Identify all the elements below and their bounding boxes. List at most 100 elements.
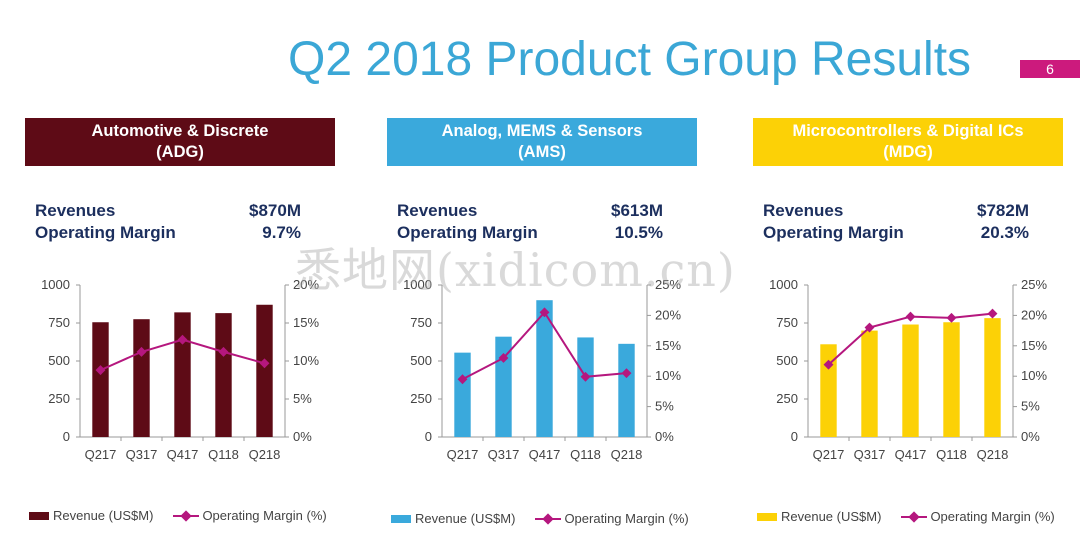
y2-tick-label: 25% xyxy=(1021,277,1047,292)
x-tick-label: Q417 xyxy=(529,447,561,462)
revenues-label: Revenues xyxy=(763,201,844,220)
panel-header-code: (ADG) xyxy=(156,143,204,161)
y2-tick-label: 10% xyxy=(293,353,319,368)
revenue-bar xyxy=(618,343,635,437)
revenue-bar xyxy=(577,337,594,437)
revenue-bar xyxy=(861,330,878,437)
revenues-value: $613M xyxy=(611,201,663,220)
y2-tick-label: 5% xyxy=(1021,399,1040,414)
margin-line-swatch xyxy=(535,515,562,523)
x-tick-label: Q317 xyxy=(854,447,886,462)
operating-margin-point xyxy=(905,311,916,322)
revenue-bar xyxy=(820,344,837,437)
legend-item-revenue: Revenue (US$M) xyxy=(29,508,153,523)
x-tick-label: Q317 xyxy=(126,447,158,462)
revenues-row: Revenues $782M xyxy=(753,200,1063,222)
y-tick-label: 750 xyxy=(410,315,432,330)
panel-header: Microcontrollers & Digital ICs (MDG) xyxy=(753,118,1063,166)
y2-tick-label: 5% xyxy=(293,391,312,406)
y-tick-label: 500 xyxy=(776,353,798,368)
revenues-value: $870M xyxy=(249,201,301,220)
legend-margin-label: Operating Margin (%) xyxy=(930,509,1055,524)
operating-margin-point xyxy=(621,368,632,379)
margin-value: 9.7% xyxy=(262,223,301,242)
y2-tick-label: 20% xyxy=(655,307,681,322)
revenue-bar xyxy=(256,304,273,437)
revenue-bar xyxy=(215,313,232,437)
panel-header-code: (AMS) xyxy=(518,143,566,161)
legend-item-margin: Operating Margin (%) xyxy=(515,511,689,526)
operating-margin-point xyxy=(823,359,834,370)
operating-margin-point xyxy=(987,308,998,319)
revenue-bar xyxy=(902,324,919,437)
y2-tick-label: 15% xyxy=(293,315,319,330)
legend-item-margin: Operating Margin (%) xyxy=(153,508,327,523)
y2-tick-label: 25% xyxy=(655,277,681,292)
revenues-label: Revenues xyxy=(35,201,116,220)
metrics-block: Revenues $613M Operating Margin 10.5% xyxy=(387,200,697,244)
y-tick-label: 250 xyxy=(410,391,432,406)
metrics-block: Revenues $870M Operating Margin 9.7% xyxy=(25,200,335,244)
y-tick-label: 750 xyxy=(48,315,70,330)
revenue-swatch xyxy=(757,512,777,521)
y2-tick-label: 15% xyxy=(1021,338,1047,353)
revenues-value: $782M xyxy=(977,201,1029,220)
operating-margin-point xyxy=(864,322,875,333)
revenue-swatch xyxy=(29,511,49,520)
y-tick-label: 0 xyxy=(791,429,798,444)
x-tick-label: Q118 xyxy=(936,447,967,462)
legend-item-margin: Operating Margin (%) xyxy=(881,509,1055,524)
y2-tick-label: 0% xyxy=(655,429,674,444)
operating-margin-point xyxy=(136,346,147,357)
panel-ams: Analog, MEMS & Sensors (AMS) Revenues $6… xyxy=(387,118,697,526)
y2-tick-label: 20% xyxy=(293,277,319,292)
watermark: 悉地网(xidicom.cn) xyxy=(295,243,736,297)
x-tick-label: Q317 xyxy=(488,447,520,462)
legend-revenue-label: Revenue (US$M) xyxy=(781,509,882,524)
x-tick-label: Q118 xyxy=(208,447,239,462)
panel-mdg: Microcontrollers & Digital ICs (MDG) Rev… xyxy=(753,118,1063,524)
y2-tick-label: 0% xyxy=(293,429,312,444)
x-tick-label: Q417 xyxy=(167,447,199,462)
y2-tick-label: 10% xyxy=(655,368,681,383)
y-tick-label: 750 xyxy=(776,315,798,330)
legend-margin-label: Operating Margin (%) xyxy=(564,511,689,526)
y2-tick-label: 5% xyxy=(655,399,674,414)
margin-label: Operating Margin xyxy=(763,223,904,242)
revenue-swatch xyxy=(391,514,411,523)
revenue-bar xyxy=(92,322,109,437)
x-tick-label: Q218 xyxy=(611,447,643,462)
y-tick-label: 500 xyxy=(48,353,70,368)
panel-header-name: Microcontrollers & Digital ICs xyxy=(792,122,1024,140)
revenue-bar xyxy=(984,318,1001,437)
revenue-bar xyxy=(943,322,960,437)
y-tick-label: 0 xyxy=(425,429,432,444)
y-tick-label: 250 xyxy=(776,391,798,406)
margin-row: Operating Margin 10.5% xyxy=(387,222,697,244)
combo-chart: 0 250 500 750 1000 0% 5% 10% 15% 20% 25% Q217 Q317 Q4… xyxy=(769,277,1047,462)
chart-legend: Revenue (US$M) Operating Margin (%) xyxy=(391,511,689,526)
revenue-bar xyxy=(174,312,191,437)
operating-margin-point xyxy=(95,365,106,376)
revenue-bar xyxy=(495,336,512,437)
y-tick-label: 250 xyxy=(48,391,70,406)
margin-label: Operating Margin xyxy=(35,223,176,242)
y-tick-label: 0 xyxy=(63,429,70,444)
legend-item-revenue: Revenue (US$M) xyxy=(757,509,881,524)
legend-revenue-label: Revenue (US$M) xyxy=(415,511,516,526)
panel-adg: Automotive & Discrete (ADG) Revenues $87… xyxy=(25,118,335,523)
margin-value: 10.5% xyxy=(614,223,663,242)
y2-tick-label: 20% xyxy=(1021,307,1047,322)
margin-line-swatch xyxy=(901,513,928,521)
combo-chart: 0 250 500 750 1000 0% 5% 10% 15% 20% 25% Q217 Q317 Q4… xyxy=(403,277,681,462)
revenues-label: Revenues xyxy=(397,201,478,220)
revenue-bar xyxy=(536,300,553,437)
x-tick-label: Q118 xyxy=(570,447,601,462)
y2-tick-label: 15% xyxy=(655,338,681,353)
operating-margin-point xyxy=(580,371,591,382)
metrics-block: Revenues $782M Operating Margin 20.3% xyxy=(753,200,1063,244)
margin-value: 20.3% xyxy=(980,223,1029,242)
legend-margin-label: Operating Margin (%) xyxy=(202,508,327,523)
x-tick-label: Q217 xyxy=(813,447,845,462)
chart-legend: Revenue (US$M) Operating Margin (%) xyxy=(757,509,1055,524)
